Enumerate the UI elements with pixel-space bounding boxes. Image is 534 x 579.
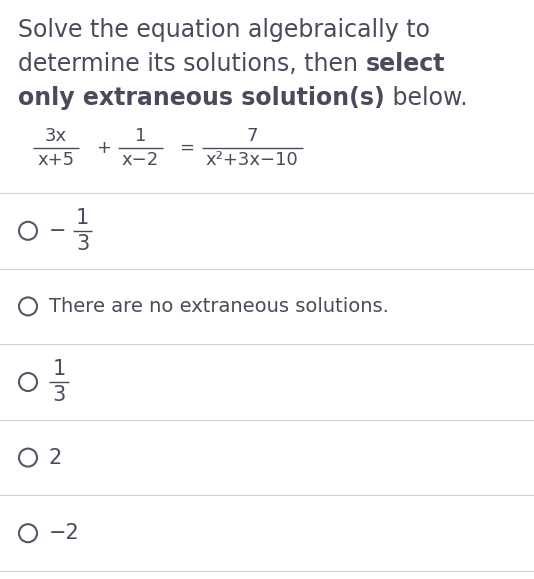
Text: 3: 3 xyxy=(52,385,66,405)
Text: +: + xyxy=(97,139,112,157)
Text: 7: 7 xyxy=(246,127,258,145)
Text: 1: 1 xyxy=(135,127,146,145)
Text: only extraneous solution(s): only extraneous solution(s) xyxy=(18,86,385,110)
Text: −2: −2 xyxy=(49,523,80,543)
Text: x−2: x−2 xyxy=(122,151,159,169)
Text: −: − xyxy=(49,221,67,241)
Text: below.: below. xyxy=(385,86,467,110)
Text: determine its solutions, then: determine its solutions, then xyxy=(18,52,365,76)
Text: 2: 2 xyxy=(49,448,62,468)
Text: Solve the equation algebraically to: Solve the equation algebraically to xyxy=(18,18,430,42)
Text: x²+3x−10: x²+3x−10 xyxy=(206,151,299,169)
Text: =: = xyxy=(179,139,194,157)
Text: x+5: x+5 xyxy=(37,151,75,169)
Text: 3x: 3x xyxy=(45,127,67,145)
Text: 1: 1 xyxy=(52,359,66,379)
Text: 3: 3 xyxy=(76,234,89,254)
Text: There are no extraneous solutions.: There are no extraneous solutions. xyxy=(49,297,389,316)
Text: 1: 1 xyxy=(76,208,89,228)
Text: select: select xyxy=(365,52,445,76)
